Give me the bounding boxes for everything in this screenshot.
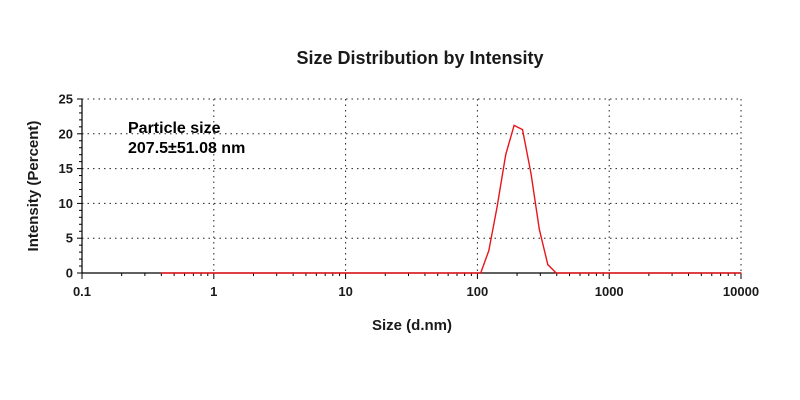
- y-tick-label: 15: [59, 161, 73, 176]
- data-point: [530, 172, 532, 175]
- annotation-line-2: 207.5±51.08 nm: [128, 140, 245, 157]
- x-tick-label: 1: [210, 284, 217, 299]
- data-point: [547, 264, 549, 266]
- x-tick-label: 10000: [723, 284, 759, 299]
- data-point: [488, 250, 490, 252]
- data-point: [505, 154, 507, 156]
- x-tick-label: 100: [467, 284, 489, 299]
- data-point: [538, 228, 540, 230]
- x-tick-label: 10: [338, 284, 352, 299]
- data-point: [740, 272, 742, 274]
- annotation-line-1: Particle size: [128, 120, 221, 137]
- y-tick-label: 20: [59, 126, 73, 141]
- data-point: [480, 272, 482, 274]
- data-point: [160, 272, 162, 274]
- grid-lines: [82, 98, 742, 273]
- x-tick-label: 1000: [595, 284, 624, 299]
- x-axis-label: Size (d.nm): [372, 317, 452, 334]
- data-point: [513, 124, 515, 127]
- y-tick-label: 5: [66, 231, 73, 246]
- x-tick-label: 0.1: [73, 284, 91, 299]
- y-tick-label: 10: [59, 196, 73, 211]
- data-point: [496, 206, 498, 208]
- data-point: [555, 272, 557, 274]
- y-tick-label: 25: [59, 92, 73, 107]
- series-line: [161, 124, 741, 274]
- y-tick-label: 0: [66, 266, 73, 281]
- chart-title: Size Distribution by Intensity: [296, 48, 543, 68]
- data-point: [521, 129, 524, 131]
- y-axis-label: Intensity (Percent): [25, 121, 42, 252]
- tick-marks: 0 5 10 15 20 25 0.1 1 10 100 1000 10000: [59, 92, 760, 300]
- series-layer: [160, 124, 742, 274]
